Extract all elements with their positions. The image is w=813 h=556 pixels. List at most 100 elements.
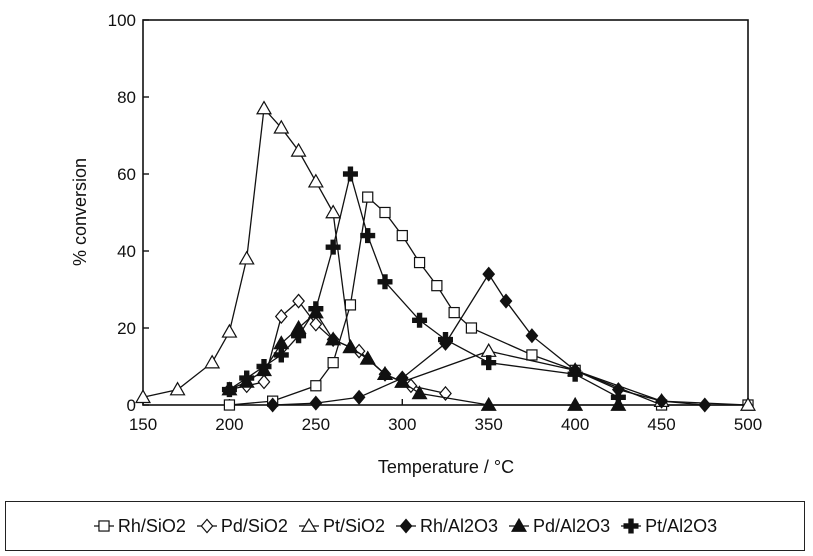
data-point-pd-al2o3 bbox=[394, 373, 411, 388]
legend-item-pd-al2o3: Pd/Al2O3 bbox=[508, 516, 610, 537]
legend-swatch-pt-sio2 bbox=[298, 518, 319, 532]
data-point-pt-al2o3 bbox=[438, 332, 453, 348]
series-line-pt-al2o3 bbox=[229, 171, 619, 398]
data-point-rh-sio2 bbox=[465, 322, 478, 334]
legend-marker-rh-al2o3 bbox=[399, 518, 413, 534]
legend-label: Pt/SiO2 bbox=[322, 515, 385, 536]
data-point-pd-sio2 bbox=[309, 316, 323, 332]
data-point-pt-sio2 bbox=[325, 204, 342, 219]
data-point-rh-sio2 bbox=[362, 191, 374, 203]
series-line-rh-sio2 bbox=[229, 195, 748, 406]
data-point-pt-al2o3 bbox=[610, 389, 626, 405]
conversion-chart: 150 200 250 300 350 400 450 500 0 20 40 60 80 100 Te… bbox=[70, 11, 762, 477]
data-point-pt-sio2 bbox=[307, 173, 324, 188]
legend-item-pt-sio2: Pt/SiO2 bbox=[298, 516, 385, 537]
data-point-pd-al2o3 bbox=[480, 396, 497, 411]
y-axis-title: % conversion bbox=[70, 158, 90, 266]
legend-label: Pd/SiO2 bbox=[220, 515, 288, 536]
data-point-pd-sio2 bbox=[257, 374, 271, 390]
legend-marker-pt-al2o3 bbox=[623, 518, 639, 534]
x-tick-label: 500 bbox=[734, 415, 762, 434]
data-point-rh-sio2 bbox=[310, 380, 322, 392]
x-tick-label: 200 bbox=[215, 415, 243, 434]
data-point-pd-al2o3 bbox=[567, 396, 584, 411]
legend-marker-pd-al2o3 bbox=[511, 518, 528, 532]
data-point-pt-sio2 bbox=[135, 389, 151, 404]
data-point-pt-sio2 bbox=[256, 100, 272, 115]
legend-swatch-pd-sio2 bbox=[196, 518, 217, 534]
legend-label: Rh/SiO2 bbox=[117, 515, 186, 536]
legend-item-rh-sio2: Rh/SiO2 bbox=[93, 516, 186, 537]
data-point-rh-al2o3 bbox=[482, 266, 496, 282]
series-layer bbox=[135, 100, 756, 413]
y-tick-label: 20 bbox=[117, 319, 136, 338]
data-point-pd-sio2 bbox=[292, 293, 305, 309]
data-point-pt-al2o3 bbox=[360, 228, 376, 244]
data-point-pt-al2o3 bbox=[377, 274, 393, 290]
data-point-pt-al2o3 bbox=[325, 239, 341, 255]
data-point-rh-sio2 bbox=[431, 280, 443, 292]
legend-swatch-rh-sio2 bbox=[93, 520, 114, 532]
data-point-pd-al2o3 bbox=[377, 366, 393, 381]
legend-label: Pd/Al2O3 bbox=[533, 515, 611, 536]
data-point-pt-al2o3 bbox=[291, 328, 307, 344]
data-point-pt-al2o3 bbox=[412, 312, 428, 328]
legend-marker-pd-sio2 bbox=[200, 518, 214, 534]
x-axis-title: Temperature / °C bbox=[378, 457, 514, 477]
y-tick-label: 80 bbox=[117, 88, 136, 107]
data-point-rh-sio2 bbox=[223, 399, 236, 411]
data-point-pt-sio2 bbox=[273, 119, 290, 134]
data-point-pt-sio2 bbox=[290, 142, 307, 157]
data-point-pt-al2o3 bbox=[342, 166, 358, 182]
data-point-rh-sio2 bbox=[413, 256, 426, 269]
data-point-pt-al2o3 bbox=[273, 347, 289, 363]
data-point-rh-sio2 bbox=[526, 349, 538, 361]
data-point-rh-al2o3 bbox=[698, 397, 712, 413]
legend-marker-pt-sio2 bbox=[300, 518, 317, 532]
data-point-rh-al2o3 bbox=[352, 389, 366, 405]
data-point-pt-sio2 bbox=[221, 323, 238, 338]
data-point-rh-al2o3 bbox=[266, 397, 280, 413]
data-point-rh-sio2 bbox=[344, 299, 357, 311]
series-line-pt-sio2 bbox=[142, 107, 749, 406]
data-point-rh-al2o3 bbox=[309, 395, 323, 411]
data-point-pd-sio2 bbox=[274, 308, 288, 324]
data-point-rh-al2o3 bbox=[499, 293, 513, 309]
plot-area-border bbox=[142, 19, 749, 406]
data-point-pt-al2o3 bbox=[239, 370, 255, 386]
data-point-rh-sio2 bbox=[327, 357, 339, 369]
legend-marker-rh-sio2 bbox=[98, 520, 110, 532]
legend-swatch-pd-al2o3 bbox=[509, 518, 530, 532]
data-point-pt-sio2 bbox=[740, 396, 756, 411]
legend-label: Rh/Al2O3 bbox=[419, 515, 499, 536]
x-tick-label: 400 bbox=[561, 415, 589, 434]
data-point-pt-al2o3 bbox=[567, 366, 583, 382]
data-point-rh-al2o3 bbox=[655, 393, 668, 409]
data-point-rh-sio2 bbox=[396, 229, 408, 242]
data-point-pd-al2o3 bbox=[411, 385, 428, 400]
data-point-pd-al2o3 bbox=[325, 331, 342, 346]
legend: Rh/SiO2 Pd/SiO2 Pt/SiO2 Rh/Al2O3 Pd/Al2O3 Pt/… bbox=[5, 501, 805, 551]
data-point-pt-sio2 bbox=[169, 381, 186, 396]
y-tick-label: 60 bbox=[117, 165, 136, 184]
data-point-pd-al2o3 bbox=[359, 350, 376, 365]
x-tick-label: 350 bbox=[475, 415, 503, 434]
y-axis: 0 20 40 60 80 100 bbox=[108, 11, 149, 415]
data-point-pt-al2o3 bbox=[308, 301, 324, 317]
legend-item-pd-sio2: Pd/SiO2 bbox=[196, 516, 288, 537]
x-tick-label: 450 bbox=[647, 415, 675, 434]
x-tick-label: 250 bbox=[302, 415, 330, 434]
x-tick-label: 300 bbox=[388, 415, 416, 434]
data-point-rh-sio2 bbox=[448, 306, 460, 319]
legend-swatch-pt-al2o3 bbox=[621, 518, 642, 534]
y-tick-label: 100 bbox=[108, 11, 136, 30]
data-point-pt-sio2 bbox=[480, 342, 497, 357]
legend-label: Pt/Al2O3 bbox=[645, 515, 718, 536]
data-point-pt-al2o3 bbox=[481, 355, 497, 371]
legend-item-rh-al2o3: Rh/Al2O3 bbox=[395, 516, 498, 537]
legend-swatch-rh-al2o3 bbox=[395, 518, 416, 534]
series-pd-al2o3 bbox=[221, 304, 627, 411]
data-point-pt-al2o3 bbox=[256, 359, 272, 374]
data-point-pt-sio2 bbox=[204, 354, 221, 369]
data-point-pt-sio2 bbox=[238, 250, 255, 265]
